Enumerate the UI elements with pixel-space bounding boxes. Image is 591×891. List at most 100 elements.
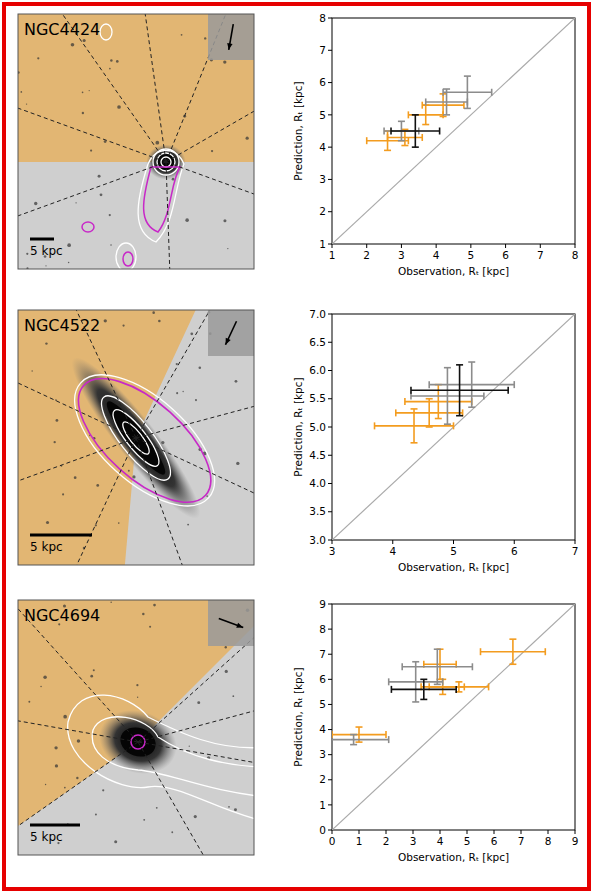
- star: [75, 202, 76, 203]
- x-tick-label: 6: [502, 249, 509, 261]
- x-tick-label: 3: [398, 249, 405, 261]
- y-error-cap: [412, 114, 419, 116]
- x-tick: [505, 244, 506, 248]
- star: [153, 604, 156, 607]
- y-tick-label: 4: [319, 141, 326, 153]
- y-tick-label: 2: [319, 205, 326, 217]
- galaxy-image: [18, 14, 254, 269]
- y-tick: [328, 704, 332, 705]
- y-tick-label: 5: [319, 109, 326, 121]
- x-tick-label: 5: [468, 249, 475, 261]
- star: [26, 103, 27, 104]
- sector-line: [138, 742, 254, 829]
- star: [100, 193, 103, 196]
- star: [64, 787, 66, 789]
- y-tick-label: 6: [319, 76, 326, 88]
- sector-line: [166, 14, 254, 162]
- direction-box: [208, 14, 254, 60]
- x-tick: [514, 540, 515, 544]
- y-error-bar: [425, 105, 427, 124]
- plot-area: [332, 314, 575, 540]
- x-error-cap: [491, 89, 493, 96]
- plot-frame: [332, 314, 575, 540]
- x-tick-label: 9: [572, 835, 579, 847]
- star: [136, 684, 138, 686]
- scale-label: 5 kpc: [30, 244, 63, 258]
- y-error-cap: [356, 726, 363, 728]
- y-error-bar: [442, 94, 444, 117]
- star: [43, 676, 47, 680]
- y-error-bar: [404, 129, 406, 145]
- star: [225, 670, 228, 673]
- star: [31, 370, 32, 371]
- y-error-cap: [411, 408, 418, 410]
- star: [28, 701, 30, 703]
- x-error-cap: [421, 102, 423, 109]
- direction-box: [208, 310, 254, 356]
- y-error-cap: [420, 699, 427, 701]
- y-error-bar: [512, 639, 514, 664]
- y-error-cap: [509, 638, 516, 640]
- sector-line: [166, 162, 183, 269]
- star: [46, 521, 49, 524]
- star: [90, 150, 92, 152]
- star: [236, 462, 239, 465]
- sector-line: [96, 14, 166, 162]
- star: [118, 522, 120, 524]
- y-error-cap: [464, 75, 471, 77]
- star: [235, 380, 238, 383]
- contour: [92, 717, 254, 797]
- y-error-cap: [412, 701, 419, 703]
- star: [90, 675, 93, 678]
- contour: [123, 252, 133, 266]
- error-bar-point: [422, 94, 464, 117]
- y-tick: [328, 830, 332, 831]
- x-tick-label: 1: [329, 249, 336, 261]
- x-tick-label: 7: [537, 249, 544, 261]
- x-error-cap: [453, 422, 455, 429]
- star: [104, 319, 107, 322]
- y-tick: [328, 147, 332, 148]
- star: [155, 141, 159, 145]
- star: [171, 831, 173, 833]
- sector-line: [166, 162, 254, 269]
- star: [228, 806, 230, 808]
- x-tick-label: 0: [329, 835, 336, 847]
- y-tick-label: 8: [319, 12, 326, 24]
- plot-frame: [332, 604, 575, 830]
- contours: [68, 695, 254, 822]
- star: [114, 840, 117, 843]
- star: [110, 244, 112, 246]
- y-error-bar: [428, 399, 430, 427]
- y-error-cap: [464, 108, 471, 110]
- x-tick-label: 4: [433, 249, 440, 261]
- x-tick-label: 5: [464, 835, 471, 847]
- sector-line: [18, 14, 166, 162]
- star: [197, 701, 200, 704]
- sector-shade: [18, 14, 254, 162]
- y-error-bar: [447, 368, 449, 425]
- star: [56, 419, 59, 422]
- error-bar-point: [443, 76, 492, 108]
- y-tick-label: 2: [319, 773, 326, 785]
- x-error-cap: [480, 648, 482, 655]
- star: [128, 470, 130, 472]
- star: [34, 202, 37, 205]
- contour: [138, 151, 184, 243]
- star: [95, 524, 97, 526]
- y-error-bar: [471, 362, 473, 407]
- star: [246, 137, 249, 140]
- error-bar-point: [391, 115, 440, 147]
- star: [225, 646, 227, 648]
- plot-area: [332, 18, 575, 244]
- y-error-bar: [423, 679, 425, 699]
- sector-line: [138, 600, 254, 742]
- x-error-cap: [421, 134, 423, 141]
- sector-line: [18, 600, 138, 742]
- x-error-cap: [391, 686, 393, 693]
- sector-line: [18, 655, 138, 742]
- y-error-cap: [434, 684, 441, 686]
- y-tick: [328, 679, 332, 680]
- y-tick: [328, 629, 332, 630]
- sector-line: [18, 742, 138, 855]
